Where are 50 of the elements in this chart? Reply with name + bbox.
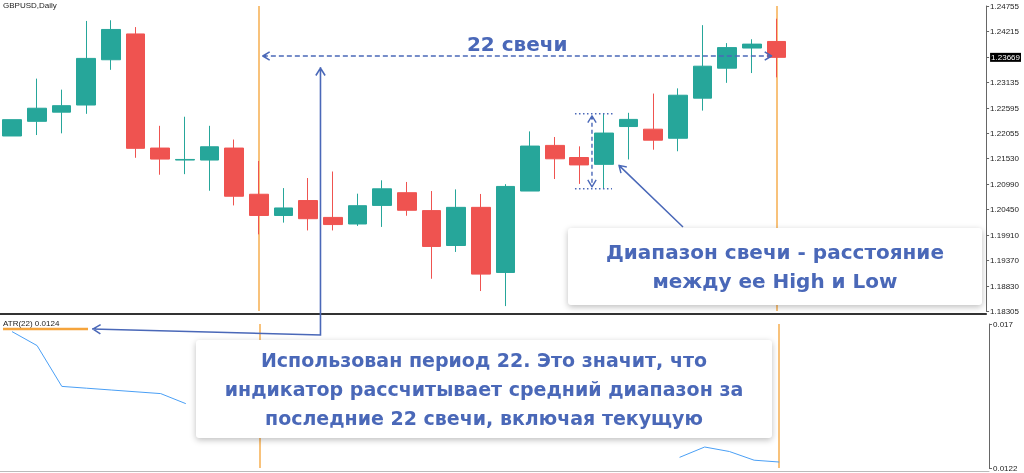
candlestick (619, 112, 638, 160)
candlestick (422, 190, 441, 280)
candlestick (27, 78, 47, 136)
candlestick (569, 145, 589, 185)
candlestick (693, 24, 712, 112)
y-tick-label: 0.0122 (993, 463, 1019, 473)
y-tick-label: 1.24215 (990, 27, 1020, 37)
chart-title: ATR(22) 0.0124 (3, 318, 60, 328)
candlestick (742, 38, 762, 74)
candlestick (668, 87, 688, 152)
candlestick (496, 183, 515, 307)
candlestick (224, 139, 244, 206)
y-tick-label: 1.20990 (990, 179, 1020, 189)
candlestick (274, 187, 293, 224)
candlestick (323, 171, 343, 231)
y-tick-label: 1.22595 (990, 103, 1020, 113)
candlestick (348, 193, 367, 227)
y-tick-label: 1.19910 (990, 230, 1020, 240)
candlestick (298, 177, 318, 231)
candlestick (717, 42, 737, 84)
candlestick (594, 113, 614, 190)
y-tick-label: 1.24755 (990, 1, 1020, 11)
candlestick (200, 125, 219, 192)
annotation: 22 свечи (466, 32, 568, 56)
candlestick (372, 179, 392, 228)
candlestick (545, 136, 565, 180)
y-tick-label: 1.19370 (990, 256, 1020, 266)
y-tick-label: 0.017 (993, 319, 1014, 329)
candlestick (520, 130, 540, 192)
candlestick (471, 193, 491, 292)
candlestick (52, 89, 71, 134)
chart-title: GBPUSD,Daily (3, 0, 57, 10)
candlestick (101, 19, 121, 71)
y-tick-label: 1.21530 (990, 154, 1020, 163)
candlestick (446, 188, 466, 253)
candlestick (767, 18, 786, 78)
candlestick (397, 181, 417, 217)
y-tick-label: 1.20450 (990, 205, 1020, 215)
y-tick-label: 1.18305 (990, 306, 1020, 316)
candlestick (643, 93, 663, 151)
candlestick (76, 20, 96, 115)
y-tick-label: 1.23669 (991, 53, 1021, 63)
candlestick (249, 160, 269, 235)
y-tick-label: 1.22055 (990, 129, 1020, 139)
y-tick-label: 1.18830 (990, 281, 1020, 291)
candlestick (175, 116, 195, 175)
y-tick-label: 1.23135 (990, 78, 1020, 88)
candlestick (2, 119, 22, 137)
candlestick (126, 26, 145, 159)
candlestick (150, 125, 170, 176)
